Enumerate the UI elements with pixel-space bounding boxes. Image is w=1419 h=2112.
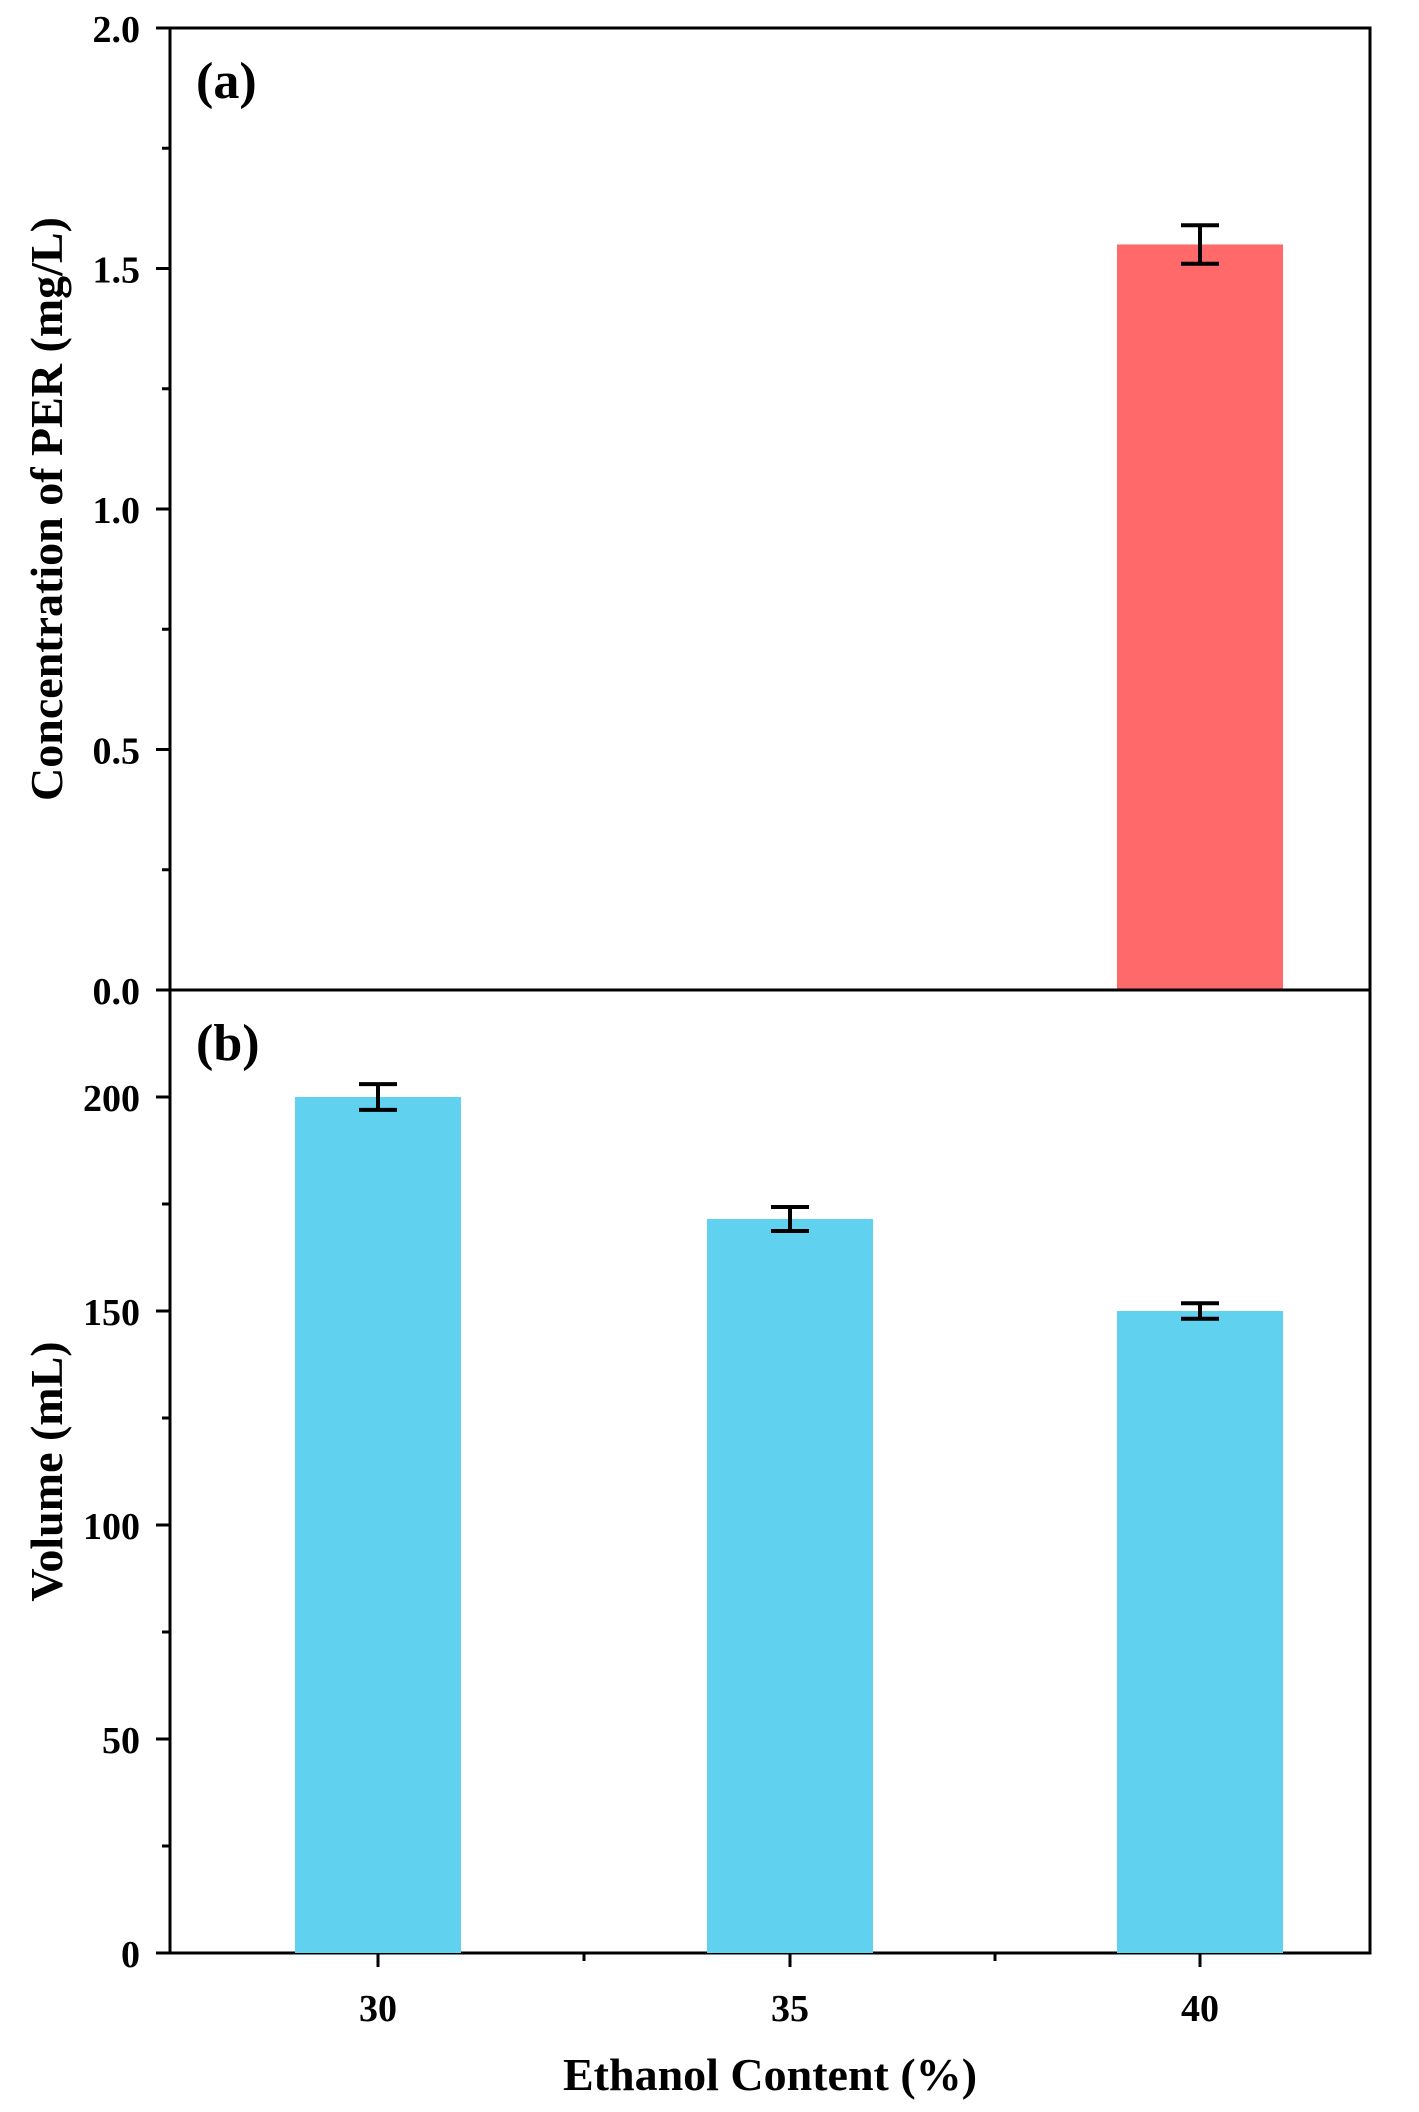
y-tick-label: 0.0 bbox=[93, 971, 141, 1013]
panel-a: 0.0 0.5 1.0 1.5 2.0 (a) Concentration of PER… bbox=[21, 9, 1372, 1013]
panel-a-error-bars bbox=[1181, 223, 1219, 266]
panel-b-y-axis: 0 50 100 150 200 bbox=[83, 1078, 170, 1976]
y-tick-label: 100 bbox=[83, 1506, 140, 1548]
error-bar-40 bbox=[1181, 223, 1219, 266]
x-tick-label: 40 bbox=[1181, 1988, 1219, 2030]
panel-b: 0 50 100 150 200 (b) Volume (mL) bbox=[21, 988, 1372, 1976]
x-axis: 30 35 40 bbox=[359, 1953, 1219, 2030]
panel-b-label: (b) bbox=[196, 1015, 260, 1072]
panel-b-bars bbox=[295, 1097, 1283, 1953]
y-tick-label: 2.0 bbox=[93, 9, 141, 51]
error-bar-40 bbox=[1181, 1301, 1219, 1321]
y-tick-label: 150 bbox=[83, 1292, 140, 1334]
panel-a-bars bbox=[1117, 244, 1283, 990]
error-bar-30 bbox=[359, 1082, 397, 1112]
x-tick-label: 35 bbox=[771, 1988, 809, 2030]
x-axis-title: Ethanol Content (%) bbox=[563, 2049, 977, 2100]
y-tick-label: 200 bbox=[83, 1078, 140, 1120]
y-tick-label: 0.5 bbox=[93, 731, 141, 773]
error-bar-35 bbox=[771, 1204, 809, 1233]
x-tick-label: 30 bbox=[359, 1988, 397, 2030]
panel-a-label: (a) bbox=[196, 53, 257, 110]
y-tick-label: 0 bbox=[121, 1934, 140, 1976]
y-tick-label: 1.0 bbox=[93, 490, 141, 532]
bar-40 bbox=[1117, 1311, 1283, 1953]
panel-a-y-axis-title: Concentration of PER (mg/L) bbox=[21, 217, 72, 801]
y-tick-label: 1.5 bbox=[93, 250, 141, 292]
y-tick-label: 50 bbox=[102, 1720, 140, 1762]
panel-b-y-axis-title: Volume (mL) bbox=[21, 1341, 72, 1601]
bar-40 bbox=[1117, 244, 1283, 990]
bar-35 bbox=[707, 1218, 873, 1953]
bar-30 bbox=[295, 1097, 461, 1953]
panel-a-y-axis: 0.0 0.5 1.0 1.5 2.0 bbox=[93, 9, 170, 1013]
panel-b-error-bars bbox=[359, 1082, 1219, 1321]
